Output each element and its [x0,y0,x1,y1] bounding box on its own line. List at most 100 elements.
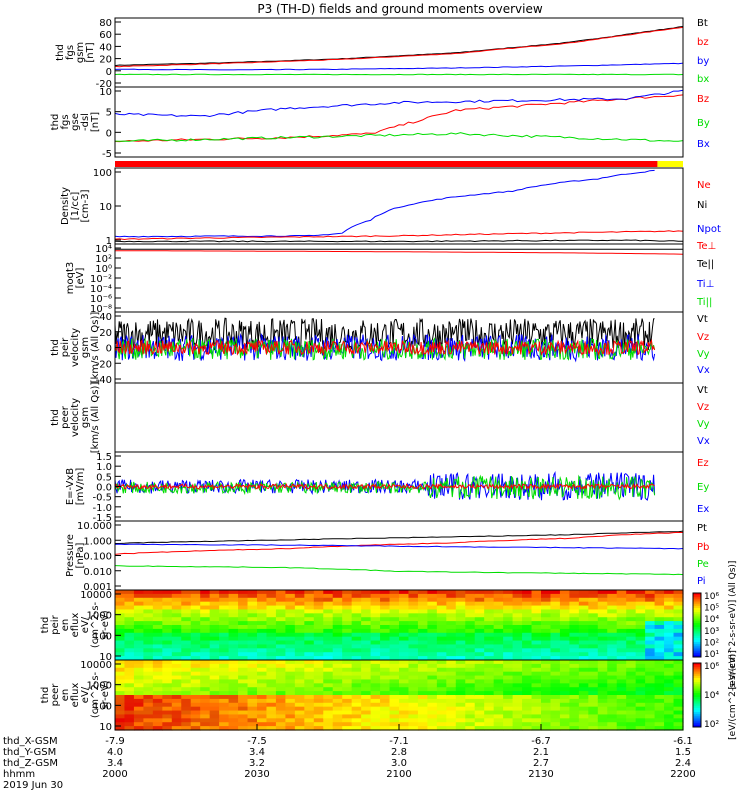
legend-Vy: Vy [697,349,710,360]
heatmap-cell [578,652,589,657]
heatmap-cell [569,726,580,731]
heatmap-cell [294,660,305,665]
heatmap-cell [522,660,533,665]
heatmap-cell [436,632,447,638]
y-label-line: [mV/m] [75,468,86,506]
heatmap-cell [190,695,201,700]
heatmap-cell [427,644,438,649]
colorbar-swatch [693,720,701,724]
heatmap-cell [342,691,353,696]
heatmap-cell [133,652,144,657]
heatmap-cell [304,628,315,634]
heatmap-cell [616,597,627,603]
heatmap-cell [588,671,599,677]
legend-Pb: Pb [697,542,709,553]
heatmap-cell [455,652,466,657]
heatmap-cell [313,605,324,611]
heatmap-cell [238,671,249,677]
heatmap-cell [493,617,504,622]
mode-bar-segment-0 [115,161,658,167]
heatmap-cell [455,718,466,723]
heatmap-cell [664,609,675,614]
heatmap-cell [238,590,249,595]
heatmap-cell [408,698,419,704]
heatmap-cell [228,605,239,611]
heatmap-cell [219,605,230,611]
heatmap-cell [294,597,305,603]
heatmap-cell [484,640,495,646]
heatmap-cell [427,621,438,626]
heatmap-cell [370,691,381,696]
heatmap-cell [616,679,627,684]
heatmap-cell [313,590,324,595]
heatmap-cell [465,601,476,607]
heatmap-cell [664,636,675,642]
heatmap-cell [285,621,296,626]
heatmap-cell [673,644,684,649]
heatmap-cell [645,601,656,607]
heatmap-cell [427,710,438,716]
heatmap-cell [626,683,637,688]
y-tick-label: 10 [99,652,112,663]
heatmap-cell [247,691,258,696]
heatmap-cell [266,714,277,719]
heatmap-cell [503,722,514,727]
heatmap-cell [399,706,410,712]
heatmap-cell [484,621,495,626]
heatmap-cell [512,640,523,646]
heatmap-cell [559,663,570,669]
colorbar-swatch [693,707,701,711]
y-label-line: [km/s (All Qs)] [90,382,101,454]
heatmap-cell [503,702,514,708]
y-tick-label: 10² [95,254,112,265]
heatmap-cell [446,613,457,618]
y-tick-label: 0.001 [83,582,112,593]
heatmap-cell [465,609,476,614]
heatmap-cell [645,613,656,618]
heatmap-cell [578,628,589,634]
heatmap-cell [550,679,561,684]
heatmap-cell [664,613,675,618]
legend-Ne: Ne [697,180,711,191]
colorbar-swatch [693,597,701,600]
heatmap-cell [304,640,315,646]
heatmap-cell [597,702,608,708]
heatmap-cell [380,660,391,665]
heatmap-cell [635,609,646,614]
heatmap-cell [607,698,618,704]
heatmap-cell [654,683,665,688]
heatmap-cell [304,613,315,618]
heatmap-cell [503,640,514,646]
heatmap-cell [323,605,334,611]
heatmap-cell [342,726,353,731]
heatmap-cell [294,706,305,712]
heatmap-cell [152,632,163,638]
heatmap-cell [436,613,447,618]
heatmap-cell [257,632,268,638]
heatmap-cell [313,640,324,646]
heatmap-cell [531,691,542,696]
heatmap-cell [465,671,476,677]
y-axis-label: thd fgs gse -dsl [nT] [50,112,101,132]
heatmap-cell [200,667,211,673]
heatmap-cell [578,691,589,696]
heatmap-cell [389,648,400,653]
heatmap-cell [181,710,192,716]
heatmap-cell [171,714,182,719]
heatmap-cell [512,613,523,618]
heatmap-cell [162,683,173,688]
heatmap-cell [380,679,391,684]
heatmap-cell [607,640,618,646]
y-tick-label: 0.100 [83,552,112,563]
heatmap-cell [550,590,561,595]
heatmap-cell [493,597,504,603]
heatmap-cell [181,640,192,646]
heatmap-cell [569,597,580,603]
heatmap-cell [559,706,570,712]
heatmap-cell [436,722,447,727]
heatmap-cell [588,675,599,681]
heatmap-cell [304,714,315,719]
legend-By: By [697,118,710,129]
heatmap-cell [522,671,533,677]
